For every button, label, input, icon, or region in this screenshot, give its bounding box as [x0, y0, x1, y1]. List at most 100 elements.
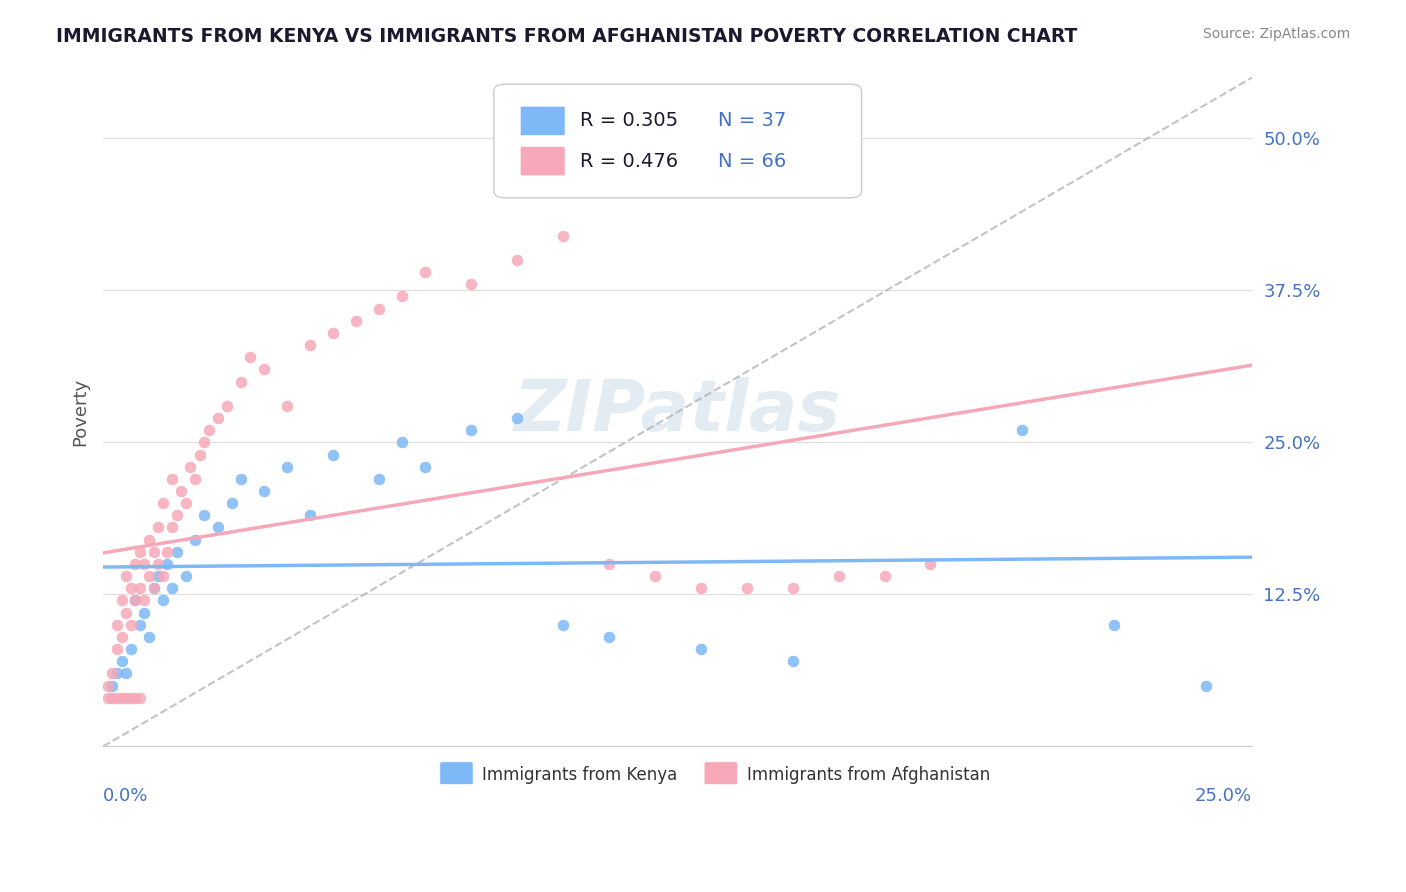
- Point: [129, 545, 152, 559]
- Point: [105, 617, 128, 632]
- Y-axis label: Poverty: Poverty: [72, 378, 89, 446]
- Point: [170, 483, 193, 498]
- Point: [110, 654, 132, 668]
- Point: [152, 496, 174, 510]
- Point: [124, 593, 146, 607]
- Text: 25.0%: 25.0%: [1195, 787, 1253, 805]
- Point: [129, 582, 152, 596]
- Point: [551, 228, 574, 243]
- Point: [174, 496, 197, 510]
- Point: [221, 496, 243, 510]
- Point: [138, 630, 160, 644]
- Point: [506, 411, 529, 425]
- Point: [193, 435, 215, 450]
- Point: [115, 690, 138, 705]
- Point: [1011, 423, 1033, 437]
- Text: Immigrants from Kenya: Immigrants from Kenya: [482, 765, 678, 783]
- Point: [142, 582, 165, 596]
- Point: [253, 483, 276, 498]
- Point: [1104, 617, 1126, 632]
- Point: [598, 557, 620, 571]
- Point: [101, 666, 124, 681]
- Point: [148, 557, 170, 571]
- Point: [367, 301, 389, 316]
- Point: [198, 423, 221, 437]
- Point: [735, 582, 758, 596]
- Point: [129, 617, 152, 632]
- Point: [598, 630, 620, 644]
- Point: [148, 569, 170, 583]
- Point: [367, 472, 389, 486]
- Point: [142, 582, 165, 596]
- Point: [344, 314, 367, 328]
- Point: [391, 289, 413, 303]
- Point: [138, 569, 160, 583]
- Point: [827, 569, 849, 583]
- Point: [134, 593, 156, 607]
- Point: [160, 520, 183, 534]
- Point: [322, 448, 344, 462]
- Point: [276, 459, 298, 474]
- Point: [129, 690, 152, 705]
- Point: [551, 617, 574, 632]
- Point: [110, 593, 132, 607]
- Point: [156, 545, 179, 559]
- Point: [229, 472, 252, 486]
- Text: 0.0%: 0.0%: [103, 787, 149, 805]
- Point: [124, 593, 146, 607]
- FancyBboxPatch shape: [520, 106, 565, 136]
- Point: [120, 582, 142, 596]
- Point: [124, 557, 146, 571]
- Text: N = 37: N = 37: [718, 112, 786, 130]
- Point: [148, 520, 170, 534]
- Point: [193, 508, 215, 523]
- Text: N = 66: N = 66: [718, 152, 786, 170]
- Point: [97, 690, 120, 705]
- Point: [207, 411, 229, 425]
- Point: [1195, 679, 1218, 693]
- Text: Immigrants from Afghanistan: Immigrants from Afghanistan: [747, 765, 990, 783]
- Point: [782, 654, 804, 668]
- Point: [506, 252, 529, 267]
- Point: [873, 569, 896, 583]
- Point: [124, 690, 146, 705]
- Point: [322, 326, 344, 340]
- Point: [115, 569, 138, 583]
- Point: [391, 435, 413, 450]
- Point: [166, 545, 188, 559]
- Text: Source: ZipAtlas.com: Source: ZipAtlas.com: [1202, 27, 1350, 41]
- Text: R = 0.305: R = 0.305: [581, 112, 678, 130]
- Point: [188, 448, 211, 462]
- Text: IMMIGRANTS FROM KENYA VS IMMIGRANTS FROM AFGHANISTAN POVERTY CORRELATION CHART: IMMIGRANTS FROM KENYA VS IMMIGRANTS FROM…: [56, 27, 1077, 45]
- Point: [166, 508, 188, 523]
- Point: [239, 350, 262, 364]
- Point: [115, 666, 138, 681]
- Point: [413, 265, 436, 279]
- Point: [134, 557, 156, 571]
- FancyBboxPatch shape: [704, 762, 737, 785]
- Point: [413, 459, 436, 474]
- Point: [138, 533, 160, 547]
- Point: [101, 679, 124, 693]
- Point: [179, 459, 201, 474]
- Point: [217, 399, 239, 413]
- Point: [689, 582, 711, 596]
- Text: ZIPatlas: ZIPatlas: [515, 377, 841, 446]
- Point: [184, 472, 207, 486]
- Point: [97, 679, 120, 693]
- Point: [134, 606, 156, 620]
- Point: [298, 338, 321, 352]
- Point: [644, 569, 666, 583]
- Point: [298, 508, 321, 523]
- Point: [120, 690, 142, 705]
- Point: [152, 593, 174, 607]
- Point: [276, 399, 298, 413]
- Point: [782, 582, 804, 596]
- Point: [160, 582, 183, 596]
- FancyBboxPatch shape: [440, 762, 474, 785]
- Point: [120, 617, 142, 632]
- Point: [229, 375, 252, 389]
- FancyBboxPatch shape: [520, 146, 565, 176]
- Point: [460, 423, 482, 437]
- FancyBboxPatch shape: [494, 84, 862, 198]
